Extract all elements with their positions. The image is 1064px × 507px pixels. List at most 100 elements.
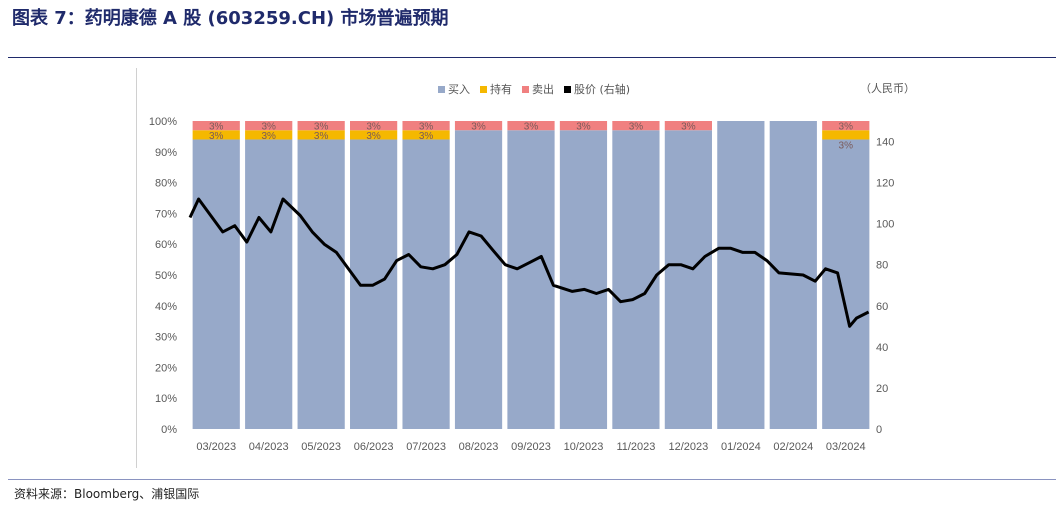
x-tick-12: 03/2024 [826, 441, 866, 453]
x-tick-0: 03/2023 [196, 441, 236, 453]
bar-1-3 [350, 130, 398, 140]
bar-0-2 [297, 139, 345, 430]
x-tick-3: 06/2023 [354, 441, 394, 453]
bar-0-0 [192, 139, 240, 430]
bar-2-4 [402, 121, 450, 131]
price-line-group [188, 197, 870, 328]
bar-0-6 [507, 130, 555, 430]
bar-2-9 [664, 121, 712, 131]
bar-2-12 [822, 121, 870, 131]
left-tick-20: 20% [155, 362, 177, 374]
bar-0-7 [559, 130, 608, 430]
x-tick-9: 12/2023 [669, 441, 709, 453]
bar-1-12 [822, 130, 870, 140]
bar-label-2-1: 3% [261, 122, 276, 133]
bar-label-2-5: 3% [471, 122, 486, 133]
bar-2-0 [192, 121, 240, 131]
price-line [188, 197, 870, 328]
source-divider [8, 479, 1056, 480]
left-tick-40: 40% [155, 301, 177, 313]
x-tick-1: 04/2023 [249, 441, 289, 453]
left-tick-60: 60% [155, 239, 177, 251]
x-tick-5: 08/2023 [459, 441, 499, 453]
bar-label-2-6: 3% [524, 122, 539, 133]
chart-title: 图表 7：药明康德 A 股 (603259.CH) 市场普遍预期 [12, 8, 449, 29]
bar-1-0 [192, 130, 240, 140]
bar-label-1-4: 3% [419, 131, 434, 142]
chart-legend: 买入 持有 卖出 股价 (右轴) [438, 82, 630, 96]
plot-frame-left-border [136, 68, 137, 468]
bar-1-1 [245, 130, 293, 140]
legend-swatch-0 [438, 86, 445, 93]
bar-2-7 [559, 121, 608, 131]
bar-0-10 [717, 121, 765, 429]
left-axis: 0% 10% 20% 30% 40% 50% 60% 70% 80% 90% 100% [149, 116, 177, 436]
bar-label-2-9: 3% [681, 122, 696, 133]
x-tick-2: 05/2023 [301, 441, 341, 453]
bar-2-6 [507, 121, 555, 131]
bar-label-1-3: 3% [366, 131, 381, 142]
legend-label-2: 卖出 [532, 82, 554, 96]
title-divider [8, 57, 1056, 58]
bar-1-2 [297, 130, 345, 140]
left-tick-10: 10% [155, 393, 177, 405]
bar-label-1-2: 3% [314, 131, 329, 142]
x-tick-11: 02/2024 [773, 441, 813, 453]
left-tick-30: 30% [155, 332, 177, 344]
bar-label-2-3: 3% [366, 122, 381, 133]
left-tick-0: 0% [161, 424, 177, 436]
bar-2-1 [245, 121, 293, 131]
right-axis-unit-label: （人民币） [860, 82, 915, 95]
bar-2-8 [612, 121, 660, 131]
bar-0-4 [402, 139, 450, 430]
bar-2-5 [454, 121, 503, 131]
bar-label-2-4: 3% [419, 122, 434, 133]
x-tick-10: 01/2024 [721, 441, 761, 453]
left-tick-80: 80% [155, 178, 177, 190]
bar-2-3 [350, 121, 398, 131]
bar-label-1-12: 3% [839, 140, 854, 151]
bar-label-2-0: 3% [209, 122, 224, 133]
right-tick-140: 140 [876, 137, 894, 149]
bar-1-4 [402, 130, 450, 140]
bar-label-1-0: 3% [209, 131, 224, 142]
source-note: 资料来源：Bloomberg、浦银国际 [14, 487, 200, 501]
x-tick-7: 10/2023 [564, 441, 604, 453]
legend-label-3: 股价 (右轴) [574, 82, 630, 96]
right-tick-60: 60 [876, 301, 888, 313]
x-tick-4: 07/2023 [406, 441, 446, 453]
bar-labels-group: 3%3%3%3%3%3%3%3%3%3% 3% 3% 3% 3% 3%3%3% [209, 122, 853, 152]
bar-label-1-1: 3% [261, 131, 276, 142]
bar-0-9 [664, 130, 712, 430]
left-tick-50: 50% [155, 270, 177, 282]
right-tick-0: 0 [876, 424, 882, 436]
x-tick-8: 11/2023 [616, 441, 655, 453]
right-tick-80: 80 [876, 260, 888, 272]
bar-0-12 [822, 139, 870, 430]
bar-series-group [192, 121, 870, 430]
right-tick-40: 40 [876, 342, 888, 354]
bar-0-1 [245, 139, 293, 430]
right-tick-20: 20 [876, 383, 888, 395]
bar-2-2 [297, 121, 345, 131]
bar-label-2-8: 3% [629, 122, 644, 133]
left-tick-70: 70% [155, 208, 177, 220]
left-tick-90: 90% [155, 147, 177, 159]
right-tick-100: 100 [876, 219, 894, 231]
bar-0-8 [612, 130, 660, 430]
left-tick-100: 100% [149, 116, 177, 128]
x-tick-6: 09/2023 [511, 441, 551, 453]
legend-label-0: 买入 [448, 83, 470, 96]
x-axis: 03/2023 04/2023 05/2023 06/2023 07/2023 08/20… [196, 441, 865, 453]
legend-swatch-1 [480, 86, 487, 93]
legend-swatch-2 [522, 86, 529, 93]
bar-0-5 [454, 130, 503, 430]
right-axis: 0 20 40 60 80 100 120 140 [876, 137, 894, 436]
right-tick-120: 120 [876, 178, 894, 190]
bar-label-2-2: 3% [314, 122, 329, 133]
bar-label-2-7: 3% [576, 122, 591, 133]
legend-swatch-3 [564, 86, 571, 93]
bar-label-2-12: 3% [839, 122, 854, 133]
legend-label-1: 持有 [490, 82, 512, 96]
